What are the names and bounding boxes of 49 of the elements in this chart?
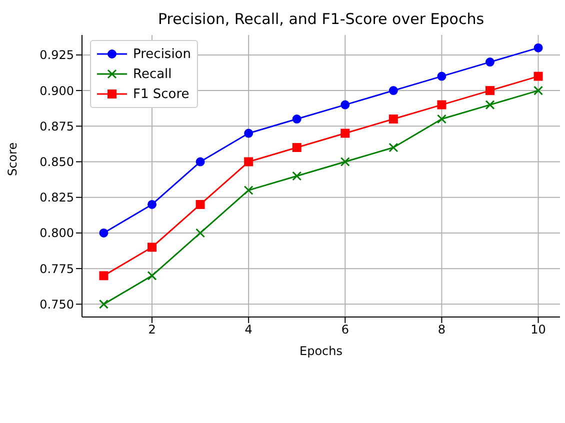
point [534,72,543,81]
x-tick-label: 10 [530,322,546,337]
x-tick-label: 6 [341,322,349,337]
point [436,114,446,124]
y-tick-label: 0.875 [40,119,74,134]
legend-label: Precision [133,46,192,62]
y-axis-title: Score [5,142,20,176]
x-tick-label: 2 [148,322,156,337]
legend-label: F1 Score [133,86,190,102]
point [292,114,302,124]
point [340,157,350,167]
point [534,43,543,52]
point [388,114,398,124]
point [485,100,495,110]
point [485,58,494,67]
point [437,100,446,110]
point [196,157,205,166]
point [99,271,108,280]
y-tick-label: 0.825 [40,190,74,205]
y-tick-label: 0.750 [40,297,74,312]
point [244,128,254,138]
point [437,72,446,81]
point [98,299,108,309]
point [388,142,398,152]
x-axis-title: Epochs [300,344,342,358]
point [148,200,157,209]
y-tick-label: 0.800 [40,226,74,240]
y-tick-label: 0.850 [40,155,74,170]
y-tick-label: 0.775 [40,262,74,276]
legend-label: Recall [133,66,172,82]
point [244,185,254,195]
point [147,270,157,280]
point [534,86,544,96]
point [388,86,398,96]
point [292,143,302,152]
point [340,100,350,110]
point [292,171,302,181]
point [196,228,206,238]
y-tick-label: 0.925 [40,48,74,62]
point [340,128,350,138]
y-tick-label: 0.900 [40,84,74,98]
point [148,242,157,252]
point [244,157,254,166]
x-tick-label: 8 [438,322,446,337]
x-tick-label: 4 [244,322,252,337]
point [196,200,205,209]
chart-title: Precision, Recall, and F1-Score over Epochs [156,10,486,28]
point [99,228,108,238]
point [485,86,494,96]
